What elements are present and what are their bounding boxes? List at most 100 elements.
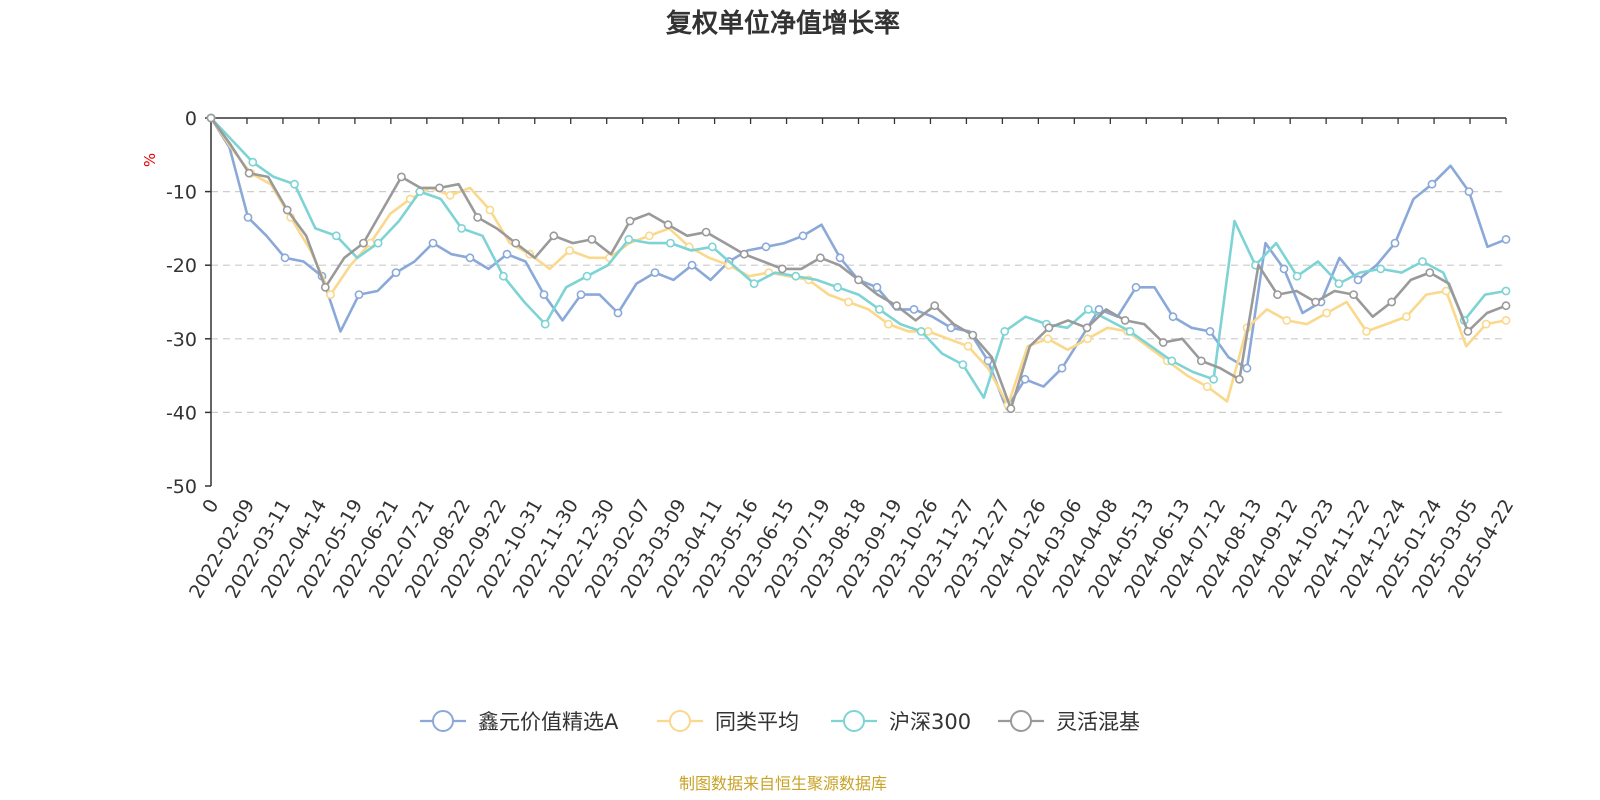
series-point-3 [320,282,330,292]
series-point-2 [290,179,299,189]
series-point-1 [963,341,973,351]
series-point-3 [854,275,863,285]
y-axis-unit: % [141,153,159,167]
series-point-1 [844,297,853,307]
series-point-1 [1083,334,1092,344]
series-point-2 [749,279,759,288]
series-point-0 [1279,264,1289,274]
series-point-2 [1334,279,1344,288]
series-point-0 [1464,187,1474,196]
series-point-2 [624,234,634,244]
series-point-0 [428,238,438,248]
series-point-3 [1196,356,1206,366]
series-point-0 [613,308,623,318]
series-point-3 [1349,290,1358,299]
chart-title: 复权单位净值增长率 [666,8,900,39]
series-point-3 [206,113,216,123]
series-point-3 [1235,374,1244,384]
series-point-2 [791,271,801,281]
series-point-2 [1501,286,1511,296]
series-point-2 [498,271,508,281]
series-line-0 [209,117,1507,411]
legend-label: 同类平均 [715,710,799,734]
series-point-3 [625,216,635,226]
series-point-2 [916,326,926,336]
series-point-0 [761,242,771,252]
series-point-2 [373,238,383,248]
series-point-0 [1094,304,1104,314]
series-point-2 [1125,326,1135,336]
series-point-1 [1362,326,1371,336]
y-tick-label: -40 [166,402,197,424]
series-point-0 [539,290,549,299]
x-tick-label: 0 [198,496,223,517]
y-tick-label: -30 [166,329,197,351]
series-point-3 [1425,268,1435,277]
series-point-0 [354,290,364,299]
series-point-0 [983,356,993,366]
series-point-3 [511,238,521,248]
series-point-1 [326,290,335,299]
series-point-0 [946,323,956,333]
series-point-3 [358,238,368,248]
series-point-0 [1131,282,1141,292]
series-line-1 [209,117,1507,407]
series-point-0 [280,253,290,263]
legend-item-2[interactable]: 沪深300 [831,710,971,734]
series-point-0 [650,268,660,277]
axes: 0-10-20-30-40-5002022-02-092022-03-11202… [166,108,1518,602]
series-point-2 [1000,326,1010,336]
series-point-1 [884,319,893,329]
legend-circle-icon [432,710,454,732]
series-point-3 [1006,404,1016,414]
series-point-0 [1057,363,1067,373]
legend-item-0[interactable]: 鑫元价值精选A [420,710,619,734]
series-line-3 [209,117,1507,411]
series-point-3 [1082,323,1092,333]
series-point-2 [331,231,341,241]
series-point-3 [930,301,940,311]
series-point-2 [833,282,842,292]
series-line-2 [210,117,1507,400]
series-point-3 [739,249,749,259]
series-point-2 [1292,271,1302,281]
series-point-3 [892,301,901,311]
legend-item-1[interactable]: 同类平均 [657,710,799,734]
series-point-0 [1427,179,1437,189]
legend-item-3[interactable]: 灵活混基 [998,710,1140,734]
series-point-3 [701,227,711,237]
series-point-0 [798,231,808,241]
series-point-0 [909,304,919,314]
data-source-note: 制图数据来自恒生聚源数据库 [679,774,887,793]
series-point-3 [435,183,444,193]
legend: 鑫元价值精选A 同类平均 沪深300 灵活混基 [420,710,1140,734]
series-point-2 [1209,374,1218,384]
series-point-2 [1167,356,1177,366]
series-point-3 [473,212,482,222]
series-point-0 [576,290,586,299]
series-point-3 [1311,297,1320,307]
series-point-3 [1273,290,1282,299]
series-point-3 [282,205,292,215]
series-point-3 [244,168,254,178]
series-point-3 [1463,326,1473,336]
series-point-0 [687,260,697,270]
series-point-3 [1387,297,1397,307]
series-point-1 [485,205,495,215]
series-point-2 [540,319,550,329]
series-point-0 [1020,374,1030,384]
series-point-3 [587,234,597,244]
legend-circle-icon [843,710,865,732]
series-point-3 [549,231,559,241]
series-point-3 [663,220,673,230]
series-point-0 [1168,312,1178,322]
series-point-1 [1501,315,1511,325]
series-point-3 [396,172,406,182]
series-point-2 [875,304,884,314]
series-point-0 [1390,238,1400,248]
series-point-1 [565,246,574,255]
series-point-1 [1043,334,1053,344]
series-point-1 [1441,286,1451,296]
series-point-0 [835,253,845,263]
